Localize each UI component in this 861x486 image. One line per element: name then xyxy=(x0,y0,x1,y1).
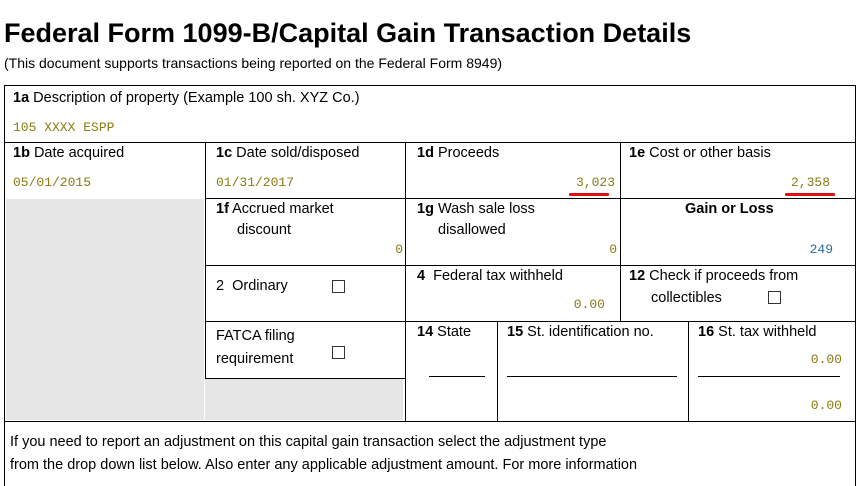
box-1g-label: 1g Wash sale loss xyxy=(417,201,535,217)
state-id-input-line[interactable] xyxy=(507,376,677,377)
state-input-line[interactable] xyxy=(429,376,485,377)
box-1d-value[interactable]: 3,023 xyxy=(575,175,615,190)
page-title: Federal Form 1099-B/Capital Gain Transac… xyxy=(4,18,692,48)
row-divider xyxy=(205,265,855,266)
fatca-checkbox[interactable] xyxy=(332,346,345,359)
highlight-underline xyxy=(785,193,835,196)
box-1e-label: 1e Cost or other basis xyxy=(629,145,771,161)
box-1c-label: 1c Date sold/disposed xyxy=(216,145,360,161)
box-16-label: 16 St. tax withheld xyxy=(698,324,817,340)
row-divider xyxy=(205,198,855,199)
col-divider xyxy=(497,321,498,421)
ordinary-checkbox[interactable] xyxy=(332,280,345,293)
collectibles-checkbox[interactable] xyxy=(768,291,781,304)
box-16-value-2[interactable]: 0.00 xyxy=(810,398,842,413)
box-1f-label-line2: discount xyxy=(237,222,292,238)
box-1c-value[interactable]: 01/31/2017 xyxy=(216,175,295,190)
box-1g-label-line2: disallowed xyxy=(438,222,506,238)
col-divider xyxy=(205,142,206,378)
row-divider xyxy=(205,378,405,379)
box-14-label: 14 State xyxy=(417,324,472,340)
shaded-area xyxy=(6,199,204,420)
col-divider xyxy=(688,321,689,421)
box-2-label: 2 Ordinary xyxy=(216,278,288,294)
instructions-line-1: If you need to report an adjustment on t… xyxy=(10,434,607,450)
fatca-label: FATCA filing xyxy=(216,328,295,344)
col-divider xyxy=(405,142,406,421)
box-1d-label: 1d Proceeds xyxy=(417,145,500,161)
box-15-label: 15 St. identification no. xyxy=(507,324,654,340)
instructions-line-2: from the drop down list below. Also ente… xyxy=(10,457,638,473)
row-divider xyxy=(405,321,855,322)
box-1b-value[interactable]: 05/01/2015 xyxy=(13,175,92,190)
col-divider xyxy=(620,142,621,321)
row-divider xyxy=(5,421,855,422)
page-subtitle: (This document supports transactions bei… xyxy=(4,55,503,71)
form-1099b: 1a Description of property (Example 100 … xyxy=(4,85,856,486)
highlight-underline xyxy=(569,193,609,196)
box-16-value[interactable]: 0.00 xyxy=(810,352,842,367)
box-4-label: 4 Federal tax withheld xyxy=(417,268,563,284)
shaded-area xyxy=(205,379,403,420)
row-divider xyxy=(205,321,405,322)
box-12-label-line2: collectibles xyxy=(651,290,722,306)
box-1e-value[interactable]: 2,358 xyxy=(790,175,830,190)
box-1a-label: 1a Description of property (Example 100 … xyxy=(13,90,360,106)
fatca-label-line2: requirement xyxy=(216,351,294,367)
adjustment-instructions: If you need to report an adjustment on t… xyxy=(10,431,840,477)
box-1f-value[interactable]: 0 xyxy=(395,242,403,257)
box-4-value[interactable]: 0.00 xyxy=(573,297,605,312)
row-divider xyxy=(5,142,855,143)
gain-loss-label: Gain or Loss xyxy=(685,201,774,217)
box-12-label: 12 Check if proceeds from xyxy=(629,268,799,284)
box-1a-value[interactable]: 105 XXXX ESPP xyxy=(13,120,115,135)
box-1g-value[interactable]: 0 xyxy=(609,242,617,257)
box-1b-label: 1b Date acquired xyxy=(13,145,125,161)
state-tax-input-line[interactable] xyxy=(698,376,840,377)
gain-loss-value: 249 xyxy=(809,242,833,257)
box-1f-label: 1f Accrued market xyxy=(216,201,334,217)
